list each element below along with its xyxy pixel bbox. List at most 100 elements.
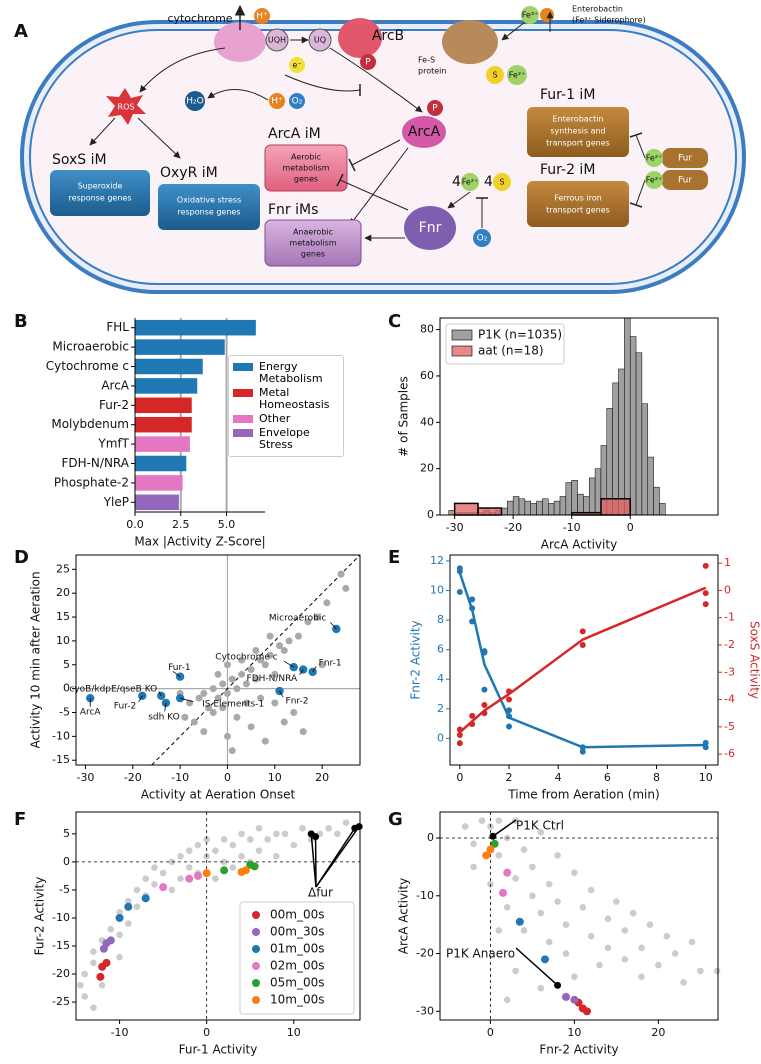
background-point xyxy=(579,904,587,911)
gene-box xyxy=(158,184,260,230)
y-tick-label: Fur-2 xyxy=(99,398,129,412)
background-point xyxy=(238,830,245,838)
x-tick-label: 10 xyxy=(268,771,282,784)
legend-swatch xyxy=(233,363,253,371)
background-point xyxy=(571,973,578,980)
histogram-bar xyxy=(588,477,596,516)
background-point xyxy=(124,920,132,927)
background-point xyxy=(299,824,306,832)
panel-label: C xyxy=(388,311,401,332)
plot-frame xyxy=(75,811,361,1021)
background-point xyxy=(159,869,167,877)
gene-box xyxy=(527,181,629,227)
panel-label: E xyxy=(388,547,400,568)
label: S xyxy=(492,71,497,80)
histogram-bar xyxy=(629,336,637,516)
point-label: Microaerobic xyxy=(269,613,326,623)
gene-label: Superoxide xyxy=(78,182,123,191)
label: H⁺ xyxy=(256,12,268,22)
background-point xyxy=(185,847,193,854)
point xyxy=(266,632,274,640)
bar xyxy=(135,416,192,433)
point xyxy=(195,694,203,702)
point xyxy=(257,694,265,702)
y-tick-label: 25 xyxy=(56,562,70,575)
label: Fur xyxy=(678,176,692,186)
background-point xyxy=(512,967,519,975)
point xyxy=(238,656,246,664)
background-point xyxy=(495,852,503,859)
label: UQ xyxy=(314,36,326,45)
background-point xyxy=(529,863,536,871)
point xyxy=(214,694,222,702)
histogram-bar xyxy=(524,500,531,516)
point xyxy=(233,685,241,693)
im-title: Fur-1 iM xyxy=(540,87,595,103)
background-point xyxy=(133,886,141,894)
point-label: ArcA xyxy=(80,708,102,718)
background-point xyxy=(116,931,123,939)
arrow xyxy=(89,117,116,146)
background-point xyxy=(81,970,89,978)
background-point xyxy=(529,892,536,900)
background-point xyxy=(116,953,123,961)
point xyxy=(285,637,293,645)
x-axis-label: Fur-1 Activity xyxy=(179,1043,258,1057)
point-label: Fur-1 xyxy=(168,663,191,673)
line xyxy=(458,572,706,749)
background-point xyxy=(238,852,245,860)
legend-item: Envelope Stress xyxy=(233,427,339,451)
gene-label: transport genes xyxy=(546,206,610,215)
panel-label: B xyxy=(14,311,28,332)
point xyxy=(579,628,586,635)
point-label: Fur-2 xyxy=(114,701,137,711)
y-tick-label: -30 xyxy=(416,1004,434,1017)
fnr-shape xyxy=(404,206,456,250)
label: UQH xyxy=(268,36,286,45)
y-tick-label: 60 xyxy=(420,369,434,382)
point xyxy=(702,601,709,608)
y-tick-label: YleP xyxy=(103,495,129,509)
point xyxy=(456,568,463,575)
point xyxy=(209,709,217,716)
histogram-bar xyxy=(536,500,543,516)
y-axis-label: # of Samples xyxy=(397,376,411,457)
background-point xyxy=(587,886,595,894)
x-tick-label: 2.5 xyxy=(172,518,190,531)
y-tick-label: FHL xyxy=(106,320,129,334)
y-tick-label: -5 xyxy=(59,883,70,896)
histogram-bar xyxy=(635,352,643,516)
panel-label: D xyxy=(14,547,29,568)
siderophore xyxy=(540,8,554,22)
group-point xyxy=(115,913,124,922)
group-point xyxy=(482,851,491,860)
y2-tick-label: -1 xyxy=(724,611,735,624)
label: ArcA xyxy=(408,124,441,140)
y-tick-label: 20 xyxy=(56,586,70,599)
legend-marker xyxy=(252,996,260,1004)
inhibit-bar xyxy=(629,132,643,138)
point xyxy=(280,646,288,654)
legend-box xyxy=(239,901,355,1015)
iron xyxy=(507,65,527,85)
leader-line xyxy=(312,666,317,673)
background-point xyxy=(571,869,578,876)
x-tick-label: -20 xyxy=(124,771,142,784)
histogram-bar xyxy=(618,368,625,516)
y-tick-label: 40 xyxy=(420,415,434,428)
y-tick-label: 5 xyxy=(63,658,70,671)
background-point xyxy=(107,925,115,933)
background-point xyxy=(168,886,176,894)
background-point xyxy=(638,973,645,980)
legend-swatch xyxy=(233,429,253,437)
x-tick-label: -20 xyxy=(504,521,522,534)
background-point xyxy=(151,864,158,871)
point xyxy=(214,670,222,678)
group-point xyxy=(515,917,524,926)
x-tick-label: 0 xyxy=(224,771,231,784)
plot-frame xyxy=(75,554,361,766)
y-tick-label: -5 xyxy=(59,706,70,719)
y-tick-label: -25 xyxy=(52,995,70,1008)
y-tick-label: 0 xyxy=(63,682,70,695)
background-point xyxy=(646,921,654,928)
